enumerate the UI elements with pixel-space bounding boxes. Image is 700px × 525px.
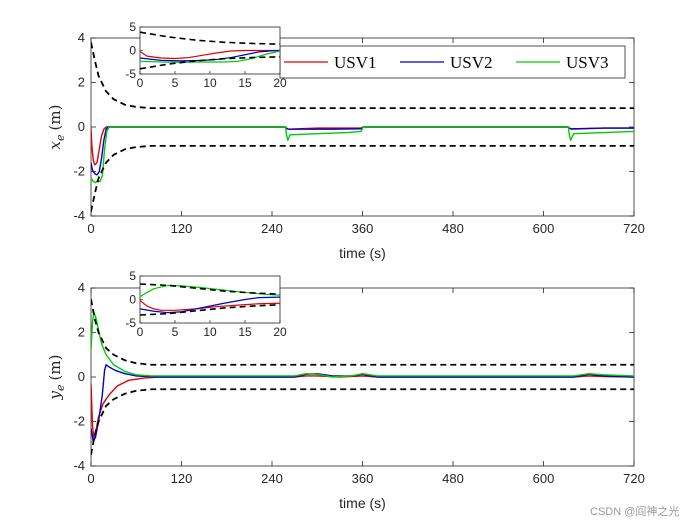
y-axis-label-var: x [46,140,64,149]
y-tick-label: -4 [73,208,85,223]
inset-y-tick-label: 5 [129,269,136,283]
legend-box [279,45,626,79]
inset-y-tick-label: 0 [129,293,136,307]
lower-bound-line [140,303,280,316]
x-tick-label: 240 [261,471,283,486]
watermark: CSDN @阎神之光 [590,504,679,518]
xe-inset: 0 5 10 15 20-505 [125,20,287,90]
inset-x-tick-label: 5 [172,325,179,339]
inset-x-tick-label: 20 [273,325,287,339]
x-tick-label: 0 [87,221,94,236]
y-tick-label: 0 [78,369,85,384]
x-tick-label: 240 [261,221,283,236]
usv2-line [140,296,280,314]
inset-x-tick-label: 15 [238,76,252,90]
ye-plot: 0 120 240 360 480 600 720 -4 -2 0 2 4 time (s) ye (m) 0… [46,269,645,511]
y-axis-label-unit: (m) [46,355,64,381]
y-tick-label: -2 [73,164,85,179]
usv1-line [140,299,280,311]
inset-x-tick-label: 0 [137,325,144,339]
y-tick-label: 0 [78,119,85,134]
x-tick-label: 720 [623,471,645,486]
legend-label-usv3: USV3 [566,53,609,72]
usv1-line [140,49,280,60]
x-tick-label: 480 [442,221,464,236]
upper-bound-line [91,298,634,366]
legend-label-usv1: USV1 [334,53,377,72]
x-axis-label: time (s) [339,245,386,261]
inset-x-tick-label: 10 [203,325,217,339]
x-tick-label: 360 [352,471,374,486]
y-axis-label-unit: (m) [46,105,64,131]
x-tick-label: 120 [171,221,193,236]
y-axis-label: xe (m) [46,105,67,150]
lower-bound-line [91,145,634,212]
inset-box [139,275,281,324]
y-axis-label-var: y [46,390,64,400]
x-tick-label: 720 [623,221,645,236]
legend: USV1 USV2 USV3 [279,45,626,79]
xe-plot: 0 120 240 360 480 600 720 -4 -2 0 2 4 time (s) xe (m) U… [46,20,645,261]
y-axis-label-sub: e [54,134,67,141]
upper-bound-line [140,283,280,296]
y-tick-label: -2 [73,414,85,429]
x-tick-label: 600 [533,221,555,236]
usv2-line [91,364,634,443]
inset-y-tick-label: 5 [129,20,136,34]
inset-y-tick-label: 0 [129,44,136,58]
y-axis-label-sub: e [54,384,67,391]
y-axis-label: ye (m) [46,355,67,401]
usv3-line [140,50,280,63]
ye-inset: 0 5 10 15 20-505 [125,269,287,339]
inset-x-tick-label: 0 [137,76,144,90]
upper-bound-line [91,42,634,109]
lower-bound-line [91,388,634,456]
legend-label-usv2: USV2 [450,53,493,72]
x-tick-label: 480 [442,471,464,486]
y-tick-label: 2 [78,325,85,340]
y-tick-label: 4 [78,280,85,295]
inset-y-tick-label: -5 [125,67,136,81]
y-tick-label: -4 [73,458,85,473]
inset-x-tick-label: 5 [172,76,179,90]
lower-bound-line [140,56,280,70]
x-axis-label: time (s) [339,495,386,511]
x-tick-label: 600 [533,471,555,486]
upper-bound-line [140,31,280,45]
y-tick-label: 2 [78,75,85,90]
x-tick-label: 360 [352,221,374,236]
x-tick-label: 0 [87,471,94,486]
y-tick-label: 4 [78,30,85,45]
inset-x-tick-label: 10 [203,76,217,90]
x-tick-label: 120 [171,471,193,486]
inset-y-tick-label: -5 [125,316,136,330]
usv3-line [91,126,634,184]
inset-x-tick-label: 15 [238,325,252,339]
inset-x-tick-label: 20 [273,76,287,90]
